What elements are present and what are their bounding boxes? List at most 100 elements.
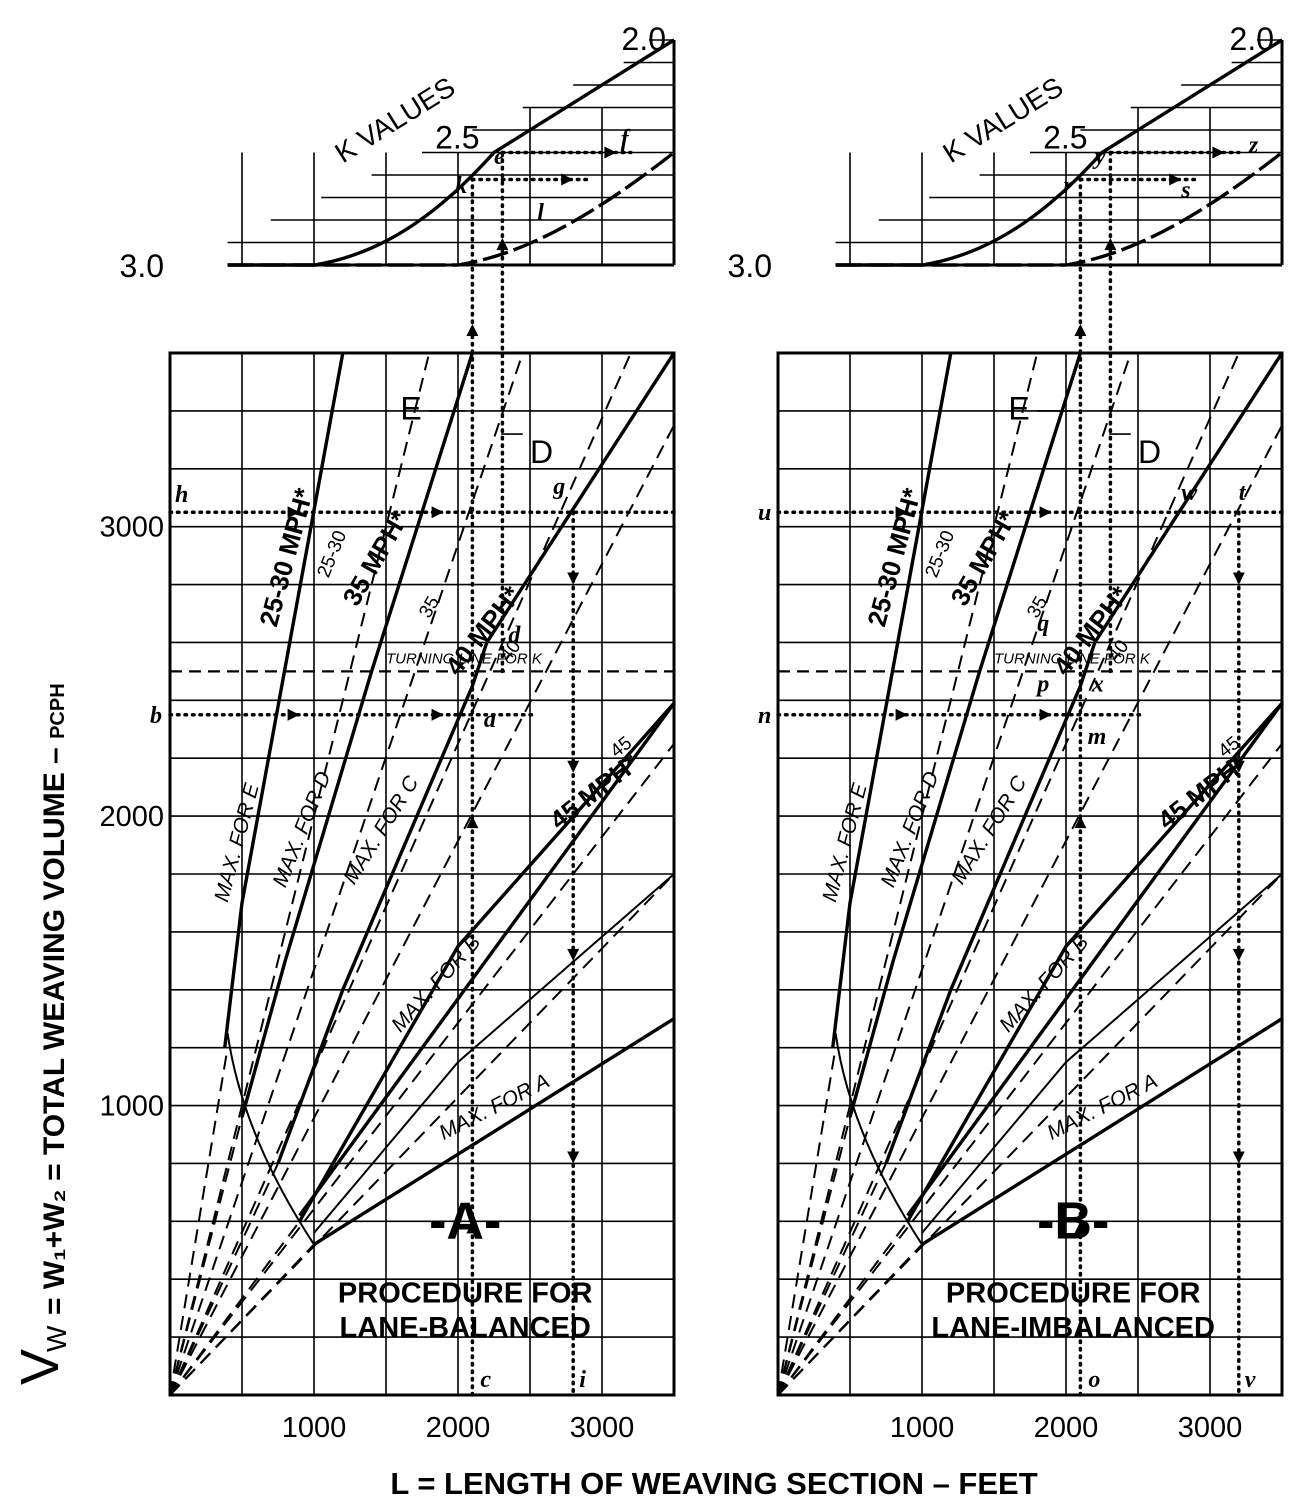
speed-thin-25-30: 25-30 [314,528,352,581]
origin-ray [777,1220,909,1396]
k-value-2-5: 2.5 [435,120,479,156]
x-tick-label: 3000 [570,1412,635,1444]
max-for-e-label: MAX. FOR E [210,780,264,904]
panel-label: -B- [1037,1193,1109,1251]
point-label-p: p [1035,672,1049,698]
speed-45-curve [906,702,1284,1217]
point-label-d: d [508,622,521,648]
level-label-d: D [530,434,553,470]
point-label-w: w [1181,480,1198,506]
boundary-curve [276,352,676,1165]
x-axis-label: L = LENGTH OF WEAVING SECTION – FEET [390,1466,1037,1501]
speed-dashed-line [777,424,1283,1396]
y-axis-label-unit: PCPH [47,683,69,739]
arrow-right [561,173,574,186]
point-label-a: a [484,707,496,733]
arrow-up [1104,238,1117,250]
arrow-right [287,506,300,519]
level-label-d: D [1138,434,1161,470]
point-label-o: o [1088,1367,1100,1393]
origin-ray [777,1116,851,1396]
boundary-curve [223,352,345,1048]
arrow-down [567,572,580,585]
boundary-curve [906,702,1284,1223]
speed-dashed-line [777,352,1039,1396]
arrow-down [567,948,580,961]
y-axis-label: = W₁+W₂ = TOTAL WEAVING VOLUME – PCPH [38,683,71,1315]
origin-ray [169,1047,229,1396]
arrow-right [1212,146,1225,159]
point-label-h: h [175,482,188,508]
y-tick-label: 3000 [99,512,164,544]
arrow-up [1074,816,1087,829]
y-axis-symbol: V [10,1349,70,1385]
boundary-curve [921,1017,1283,1246]
level-label-e: E [400,391,421,427]
point-label-e: e [494,144,505,170]
point-label-g: g [552,474,565,500]
arrow-right [287,708,300,721]
speed-label-35: 35 MPH* [336,505,414,611]
procedure-line-2: LANE-BALANCED [340,1312,591,1344]
x-tick-label: 1000 [890,1412,955,1444]
k-curve-dashed [227,151,676,267]
k-curve-solid [227,38,675,267]
point-label-i: i [579,1367,586,1393]
arrow-right [431,506,444,519]
y-axis-label-main: = W₁+W₂ = TOTAL WEAVING VOLUME – [38,739,71,1315]
arrow-right [895,506,908,519]
point-label-n: n [758,703,771,729]
point-label-u: u [758,500,771,526]
speed-dashed-line [169,352,632,1396]
boundary-curve [884,352,1284,1165]
point-label-b: b [150,703,162,729]
panel-label: -A- [429,1193,501,1251]
envelope-curve [834,1033,923,1246]
procedure-line-1: PROCEDURE FOR [946,1277,1201,1309]
boundary-curve [298,702,676,1223]
point-label-t: t [1239,480,1247,506]
speed-label-35: 35 MPH* [944,505,1022,611]
point-label-z: z [1248,133,1259,159]
point-label-l: l [537,200,544,226]
point-label-v: v [1245,1367,1256,1393]
boundary-curve [313,1017,675,1246]
speed-thin-25-30: 25-30 [922,528,960,581]
arrow-up [466,1221,479,1234]
envelope-curve [226,1033,315,1246]
arrow-up [466,324,479,337]
level-label-e: E [1008,391,1029,427]
arrow-up [466,816,479,829]
arrow-up [1074,1221,1087,1234]
y-axis-subscript: W [41,1325,72,1352]
point-label-x: x [1091,672,1104,698]
boundary-curve [848,352,1083,1118]
arrow-right [431,708,444,721]
k-curve-solid [835,38,1283,267]
speed-dashed-line [777,352,1240,1396]
procedure-line-2: LANE-IMBALANCED [931,1312,1215,1344]
point-label-s: s [1180,178,1190,204]
speed-dashed-line [777,352,1132,1396]
x-tick-label: 1000 [282,1412,347,1444]
speed-dashed-line [777,743,1283,1396]
arrow-right [604,146,617,159]
speed-dashed-line [169,352,431,1396]
arrow-up [496,238,509,250]
x-tick-label: 2000 [426,1412,491,1444]
arrow-down [1232,572,1245,585]
x-tick-label: 3000 [1178,1412,1243,1444]
origin-ray [777,1243,923,1396]
arrow-right [895,708,908,721]
origin-ray [169,1220,301,1396]
speed-45-curve [298,702,676,1217]
arrow-up [1074,324,1087,337]
point-label-k: k [455,173,467,199]
shared-labels: V W = W₁+W₂ = TOTAL WEAVING VOLUME – PCP… [10,683,1038,1501]
max-for-e-label: MAX. FOR E [818,780,872,904]
point-label-y: y [1092,144,1106,170]
k-value-2-0: 2.0 [622,21,666,57]
point-label-c: c [480,1367,491,1393]
point-label-f: f [621,126,631,152]
k-value-3-0: 3.0 [120,248,164,284]
